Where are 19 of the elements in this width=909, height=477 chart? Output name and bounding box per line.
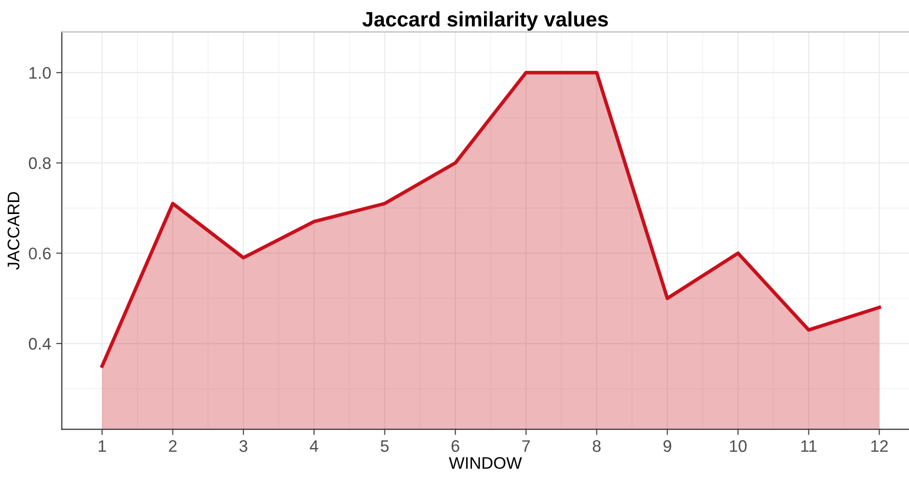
y-tick-label: 1.0 xyxy=(30,66,51,79)
y-tick-label: 0.6 xyxy=(28,248,51,260)
x-axis-title: WINDOW xyxy=(448,457,522,469)
x-tick-label: 5 xyxy=(380,440,389,452)
x-tick-label: 4 xyxy=(310,440,318,452)
chart-title: Jaccard similarity values xyxy=(362,11,608,31)
x-tick-label: 11 xyxy=(801,440,817,452)
x-tick-label: 9 xyxy=(663,440,672,452)
y-tick-label: 0.4 xyxy=(28,338,51,350)
y-axis-title: JACCARD xyxy=(8,192,20,270)
x-tick-label: 8 xyxy=(592,440,601,452)
x-tick-label: 6 xyxy=(452,440,460,452)
x-tick-label: 2 xyxy=(168,440,177,452)
x-tick-label: 1 xyxy=(98,440,106,452)
x-tick-label: 10 xyxy=(730,440,747,452)
x-tick-label: 7 xyxy=(522,440,530,452)
x-tick-label: 12 xyxy=(871,440,888,452)
y-tick-label: 0.8 xyxy=(28,157,51,170)
x-tick-label: 3 xyxy=(239,440,248,452)
